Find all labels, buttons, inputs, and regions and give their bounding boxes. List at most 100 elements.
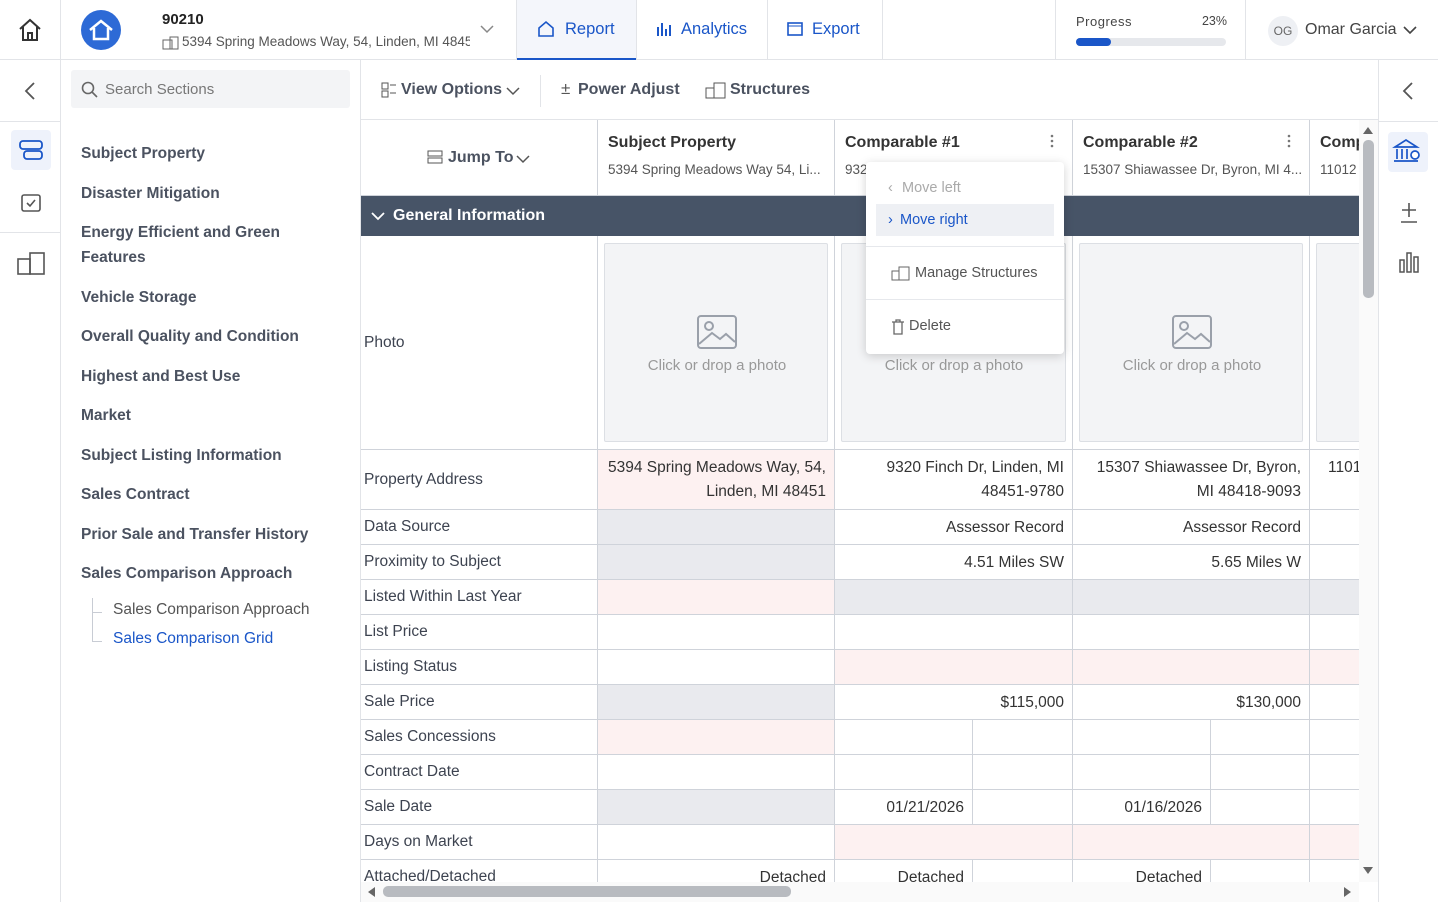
cell: Assessor Record [1073, 510, 1310, 545]
section-link: Energy Efficient and Green Features [81, 224, 280, 266]
sub-cell [1310, 790, 1359, 824]
row-label: Photo [361, 236, 598, 450]
row-label: Listed Within Last Year [361, 580, 598, 615]
column-subtitle: 11012 [1320, 162, 1357, 177]
row-label: Attached/Detached [361, 860, 598, 882]
menu-item[interactable]: ‹ Move left [888, 180, 961, 196]
sub-cell [1310, 755, 1359, 789]
tab-export[interactable]: Export [768, 0, 882, 60]
row-label: Listing Status [361, 650, 598, 685]
sub-cell [1073, 720, 1211, 754]
user-name[interactable]: Omar Garcia [1305, 21, 1397, 38]
column-title: Subject Property [608, 134, 737, 151]
cell [1073, 615, 1310, 650]
logo[interactable] [81, 10, 121, 50]
jump-to-label: Jump To [448, 149, 514, 166]
toolbar-item[interactable]: Structures [730, 81, 811, 98]
row-label: Property Address [361, 450, 598, 510]
cell [1310, 825, 1359, 860]
toolbar-item[interactable]: Power Adjust [578, 81, 680, 98]
subsection[interactable]: Sales Comparison Approach [113, 601, 310, 618]
section-link: Prior Sale and Transfer History [81, 525, 309, 543]
tab-label: Export [812, 20, 860, 38]
row-label: Sales Concessions [361, 720, 598, 755]
cell-line: 48451-9780 [981, 483, 1064, 500]
cell [1310, 545, 1359, 580]
cell: 9320 Finch Dr, Linden, MI 48451-9780 [835, 450, 1073, 510]
rail-icon[interactable] [1398, 201, 1420, 225]
cell [1073, 580, 1310, 615]
left-rail [0, 60, 61, 902]
column-subtitle: 5394 Spring Meadows Way 54, Li... [608, 162, 821, 177]
address: 5394 Spring Meadows Way, 54, Linden, MI … [182, 34, 470, 49]
rail-icon[interactable] [19, 190, 43, 214]
cell [1310, 860, 1359, 882]
cell [1073, 650, 1310, 685]
home-icon[interactable] [17, 17, 43, 43]
search-box[interactable]: Search Sections [71, 70, 350, 108]
cell-line: 1101 [1328, 459, 1359, 476]
menu-label: Move right [900, 212, 968, 228]
section-link: Sales Contract [81, 486, 190, 503]
section-link: Subject Listing Information [81, 446, 282, 464]
cell: Assessor Record [835, 510, 1073, 545]
v-scrollbar[interactable] [1359, 120, 1378, 882]
photo-dropzone: Click or drop a photo [1316, 243, 1359, 442]
rail-icon[interactable] [1398, 250, 1420, 274]
rail-active[interactable] [1388, 132, 1428, 172]
context-menu: ‹ Move left › Move right Manage Structures… [866, 162, 1064, 354]
cell [598, 510, 835, 545]
column-subtitle: 15307 Shiawassee Dr, Byron, MI 4... [1083, 162, 1303, 177]
cell [1073, 825, 1310, 860]
tab-report[interactable]: Report [517, 0, 636, 60]
menu-label: Manage Structures [915, 265, 1038, 281]
photo-dropzone: Click or drop a photo [604, 243, 828, 442]
sidebar: Search Sections Subject Property Disaster… [61, 60, 361, 902]
cell: 4.51 Miles SW [835, 545, 1073, 580]
avatar[interactable]: OG [1268, 16, 1298, 46]
section-header: General Information [361, 196, 1359, 236]
rail-icon[interactable] [16, 250, 46, 276]
progress-label: Progress [1076, 14, 1133, 29]
menu-item[interactable]: Manage Structures [876, 257, 1054, 289]
tab-label: Analytics [681, 20, 748, 38]
photo-cell: Click or drop a photo [1073, 236, 1310, 450]
cell: 1101 [1310, 450, 1359, 510]
cell [1310, 685, 1359, 720]
cell: 15307 Shiawassee Dr, Byron, MI 48418-9093 [1073, 450, 1310, 510]
cell [835, 580, 1073, 615]
tab-label: Report [565, 20, 615, 38]
subsection-active[interactable]: Sales Comparison Grid [113, 630, 274, 647]
sub-cell: Detached [835, 860, 973, 882]
progress-track [1076, 38, 1226, 46]
cell [598, 720, 835, 755]
row-label: Sale Date [361, 790, 598, 825]
column-header: Comparable #2 15307 Shiawassee Dr, Byron,… [1073, 120, 1310, 196]
sub-cell [1310, 860, 1359, 882]
photo-cell: Click or drop a photo [1310, 236, 1359, 450]
row-label: Data Source [361, 510, 598, 545]
section-link: Market [81, 407, 131, 424]
tab-analytics[interactable]: Analytics [637, 0, 767, 60]
photo-placeholder: Click or drop a photo [884, 357, 1024, 374]
h-scrollbar[interactable] [361, 882, 1359, 902]
column-title: Comparable #2 [1083, 134, 1198, 151]
cell [598, 825, 835, 860]
menu-item[interactable]: › Move right [876, 204, 1054, 236]
sub-cell: Detached [1073, 860, 1211, 882]
photo-placeholder: Click or drop a photo [647, 357, 787, 374]
toolbar-item[interactable]: View Options [401, 81, 503, 98]
menu-item[interactable]: Delete [876, 310, 1054, 342]
photo-placeholder: Click or drop a photo [1122, 357, 1262, 374]
column-title: Comp [1320, 134, 1359, 151]
column-title: Comparable #1 [845, 134, 960, 151]
row-label: List Price [361, 615, 598, 650]
cell: Detached [1073, 860, 1310, 882]
photo-cell: Click or drop a photo [598, 236, 835, 450]
rail-active[interactable] [11, 130, 51, 170]
right-rail [1378, 60, 1438, 902]
row-label: Sale Price [361, 685, 598, 720]
column-header: Subject Property 5394 Spring Meadows Way … [598, 120, 835, 196]
cell [598, 685, 835, 720]
cell: 5394 Spring Meadows Way, 54, Linden, MI 4… [598, 450, 835, 510]
